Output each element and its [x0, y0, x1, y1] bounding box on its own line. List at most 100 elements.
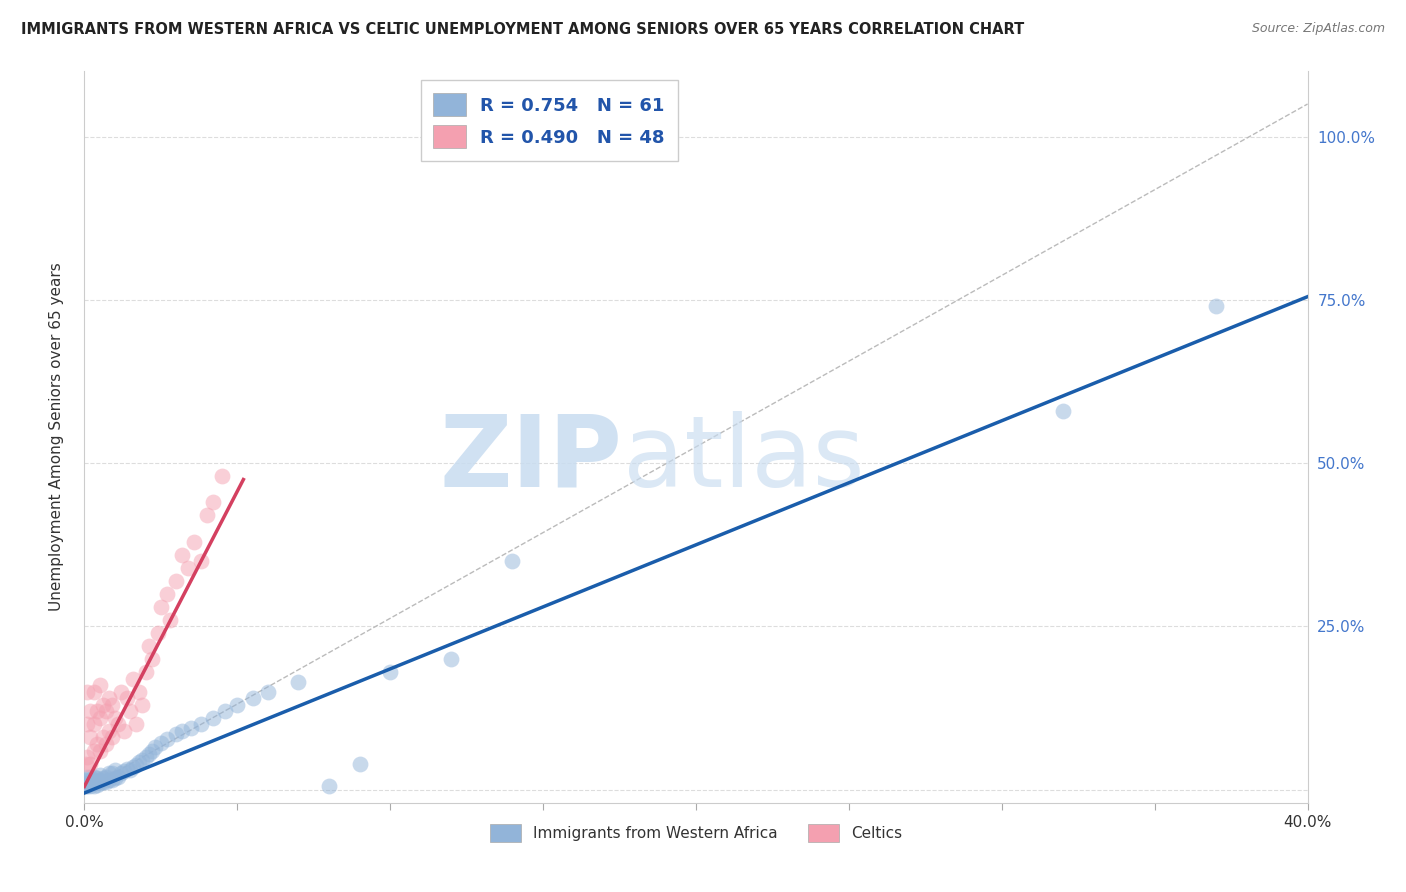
Point	[75, 780, 97, 794]
Point	[86, 705, 108, 719]
Legend: Immigrants from Western Africa, Celtics: Immigrants from Western Africa, Celtics	[482, 816, 910, 850]
Point	[89, 776, 111, 790]
Point	[226, 698, 249, 712]
Point	[159, 613, 181, 627]
Point	[172, 723, 194, 738]
Point	[86, 775, 108, 789]
Point	[190, 554, 212, 568]
Point	[83, 685, 105, 699]
Point	[79, 780, 101, 794]
Point	[79, 772, 101, 787]
Point	[440, 652, 463, 666]
Point	[156, 587, 179, 601]
Point	[149, 599, 172, 614]
Point	[287, 675, 309, 690]
Point	[107, 717, 129, 731]
Point	[86, 737, 108, 751]
Point	[1052, 404, 1074, 418]
Point	[76, 780, 98, 794]
Point	[214, 705, 236, 719]
Point	[257, 685, 280, 699]
Point	[165, 727, 187, 741]
Point	[101, 772, 124, 787]
Point	[156, 731, 179, 746]
Point	[79, 731, 101, 745]
Point	[75, 756, 97, 771]
Point	[83, 772, 105, 787]
Point	[101, 698, 124, 712]
Point	[128, 685, 150, 699]
Point	[112, 764, 135, 779]
Point	[89, 678, 111, 692]
Point	[128, 756, 150, 770]
Point	[120, 705, 142, 719]
Point	[138, 747, 160, 761]
Point	[76, 750, 98, 764]
Text: Source: ZipAtlas.com: Source: ZipAtlas.com	[1251, 22, 1385, 36]
Point	[242, 691, 264, 706]
Point	[76, 685, 98, 699]
Point	[79, 756, 101, 771]
Point	[146, 626, 169, 640]
Point	[97, 691, 120, 706]
Point	[83, 717, 105, 731]
Point	[143, 740, 166, 755]
Point	[94, 770, 117, 784]
Point	[125, 758, 148, 772]
Point	[79, 770, 101, 784]
Point	[502, 554, 524, 568]
Point	[131, 698, 153, 712]
Point	[76, 776, 98, 790]
Point	[122, 760, 145, 774]
Point	[86, 778, 108, 792]
Point	[135, 750, 157, 764]
Point	[110, 685, 132, 699]
Point	[83, 743, 105, 757]
Point	[89, 711, 111, 725]
Point	[380, 665, 402, 680]
Point	[165, 574, 187, 588]
Point	[79, 705, 101, 719]
Y-axis label: Unemployment Among Seniors over 65 years: Unemployment Among Seniors over 65 years	[49, 263, 63, 611]
Point	[94, 737, 117, 751]
Point	[138, 639, 160, 653]
Point	[104, 763, 127, 777]
Point	[89, 772, 111, 787]
Point	[89, 768, 111, 782]
Point	[131, 753, 153, 767]
Point	[177, 560, 200, 574]
Point	[115, 691, 138, 706]
Point	[183, 534, 205, 549]
Point	[115, 762, 138, 776]
Point	[120, 763, 142, 777]
Point	[112, 723, 135, 738]
Point	[76, 772, 98, 787]
Point	[141, 743, 163, 757]
Point	[91, 771, 114, 785]
Point	[101, 731, 124, 745]
Point	[97, 766, 120, 780]
Point	[149, 736, 172, 750]
Point	[91, 775, 114, 789]
Point	[91, 698, 114, 712]
Point	[349, 756, 371, 771]
Point	[180, 721, 202, 735]
Point	[107, 770, 129, 784]
Point	[190, 717, 212, 731]
Point	[101, 766, 124, 780]
Point	[104, 711, 127, 725]
Text: IMMIGRANTS FROM WESTERN AFRICA VS CELTIC UNEMPLOYMENT AMONG SENIORS OVER 65 YEAR: IMMIGRANTS FROM WESTERN AFRICA VS CELTIC…	[21, 22, 1025, 37]
Point	[211, 469, 233, 483]
Point	[86, 771, 108, 785]
Point	[97, 723, 120, 738]
Point	[76, 717, 98, 731]
Point	[125, 717, 148, 731]
Point	[141, 652, 163, 666]
Point	[201, 495, 224, 509]
Point	[83, 780, 105, 794]
Point	[97, 772, 120, 787]
Point	[83, 776, 105, 790]
Point	[201, 711, 224, 725]
Point	[195, 508, 218, 523]
Text: atlas: atlas	[623, 410, 865, 508]
